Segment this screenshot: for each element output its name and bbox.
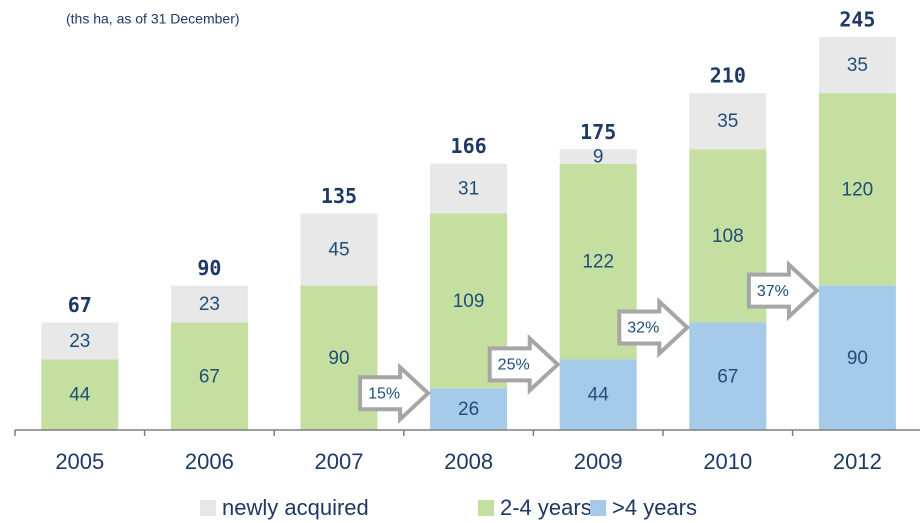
bar-segment — [559, 359, 637, 430]
total-label: 67 — [68, 293, 92, 317]
segment-label: 109 — [453, 291, 485, 312]
legend-label: newly acquired — [222, 495, 369, 520]
segment-label: 67 — [199, 366, 220, 387]
segment-label: 26 — [458, 399, 479, 420]
total-label: 245 — [839, 8, 875, 32]
bar-segment — [818, 285, 896, 430]
legend-label: >4 years — [612, 495, 697, 520]
x-tick-label: 2008 — [444, 449, 493, 474]
total-label: 166 — [451, 134, 487, 158]
bar-segment — [300, 213, 378, 286]
x-tick-label: 2006 — [185, 449, 234, 474]
bar-segment — [41, 322, 119, 360]
segment-label: 44 — [69, 385, 91, 406]
total-label: 135 — [321, 184, 357, 208]
arrow — [358, 362, 432, 424]
x-tick-label: 2009 — [574, 449, 623, 474]
bar-segment — [41, 359, 119, 430]
segment-label: 23 — [69, 331, 90, 352]
legend-swatch — [590, 500, 606, 516]
arrow — [487, 333, 561, 396]
bar-segment — [170, 285, 248, 323]
total-label: 175 — [580, 120, 616, 144]
segment-label: 31 — [458, 179, 479, 200]
segment-label: 67 — [717, 366, 738, 387]
bar-segment — [559, 149, 637, 164]
segment-label: 35 — [717, 111, 738, 132]
bar-segment — [818, 93, 896, 286]
total-label: 90 — [197, 256, 221, 280]
segment-label: 108 — [712, 226, 744, 247]
x-tick-label: 2010 — [703, 449, 752, 474]
bar-segment — [689, 93, 767, 150]
segment-label: 35 — [847, 55, 868, 76]
arrow — [617, 296, 691, 359]
arrow-label: 37% — [757, 283, 789, 300]
segment-label: 90 — [847, 348, 868, 369]
x-tick-label: 2007 — [315, 449, 364, 474]
segment-label: 122 — [582, 252, 614, 273]
total-label: 210 — [710, 64, 746, 88]
x-tick-label: 2005 — [55, 449, 104, 474]
arrow-label: 15% — [368, 386, 400, 403]
bar-segment — [170, 322, 248, 430]
segment-label: 44 — [588, 385, 610, 406]
chart-subtitle: (ths ha, as of 31 December) — [66, 11, 240, 27]
x-tick-label: 2012 — [833, 449, 882, 474]
arrow — [746, 260, 820, 322]
bar-segment — [430, 388, 508, 430]
arrow-label: 25% — [498, 357, 530, 374]
arrow-label: 32% — [627, 320, 659, 337]
segment-label: 120 — [842, 179, 874, 200]
bar-segment — [818, 37, 896, 94]
bar-segment — [689, 322, 767, 430]
legend-swatch — [478, 500, 494, 516]
bar-segment — [430, 163, 508, 214]
legend-swatch — [200, 500, 216, 516]
segment-label: 90 — [328, 348, 349, 369]
segment-label: 23 — [199, 294, 220, 315]
segment-label: 45 — [328, 240, 349, 261]
segment-label: 9 — [593, 147, 604, 168]
legend-label: 2-4 years — [500, 495, 592, 520]
